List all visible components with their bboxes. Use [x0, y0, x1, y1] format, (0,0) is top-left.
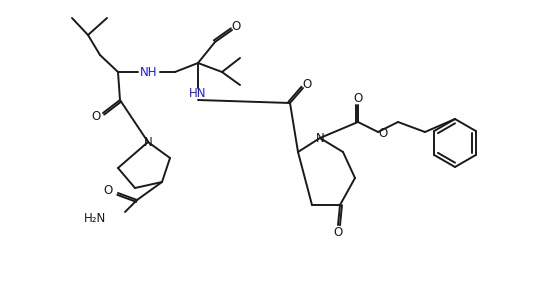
Text: O: O [232, 20, 241, 32]
Text: NH: NH [140, 66, 158, 78]
Text: O: O [302, 78, 311, 91]
Text: O: O [333, 225, 343, 239]
Text: N: N [316, 131, 324, 145]
Text: O: O [91, 110, 101, 122]
Text: O: O [378, 126, 388, 139]
Text: HN: HN [189, 87, 207, 99]
Text: O: O [353, 91, 363, 105]
Text: O: O [104, 183, 113, 197]
Text: H₂N: H₂N [84, 212, 106, 224]
Text: N: N [144, 135, 152, 149]
